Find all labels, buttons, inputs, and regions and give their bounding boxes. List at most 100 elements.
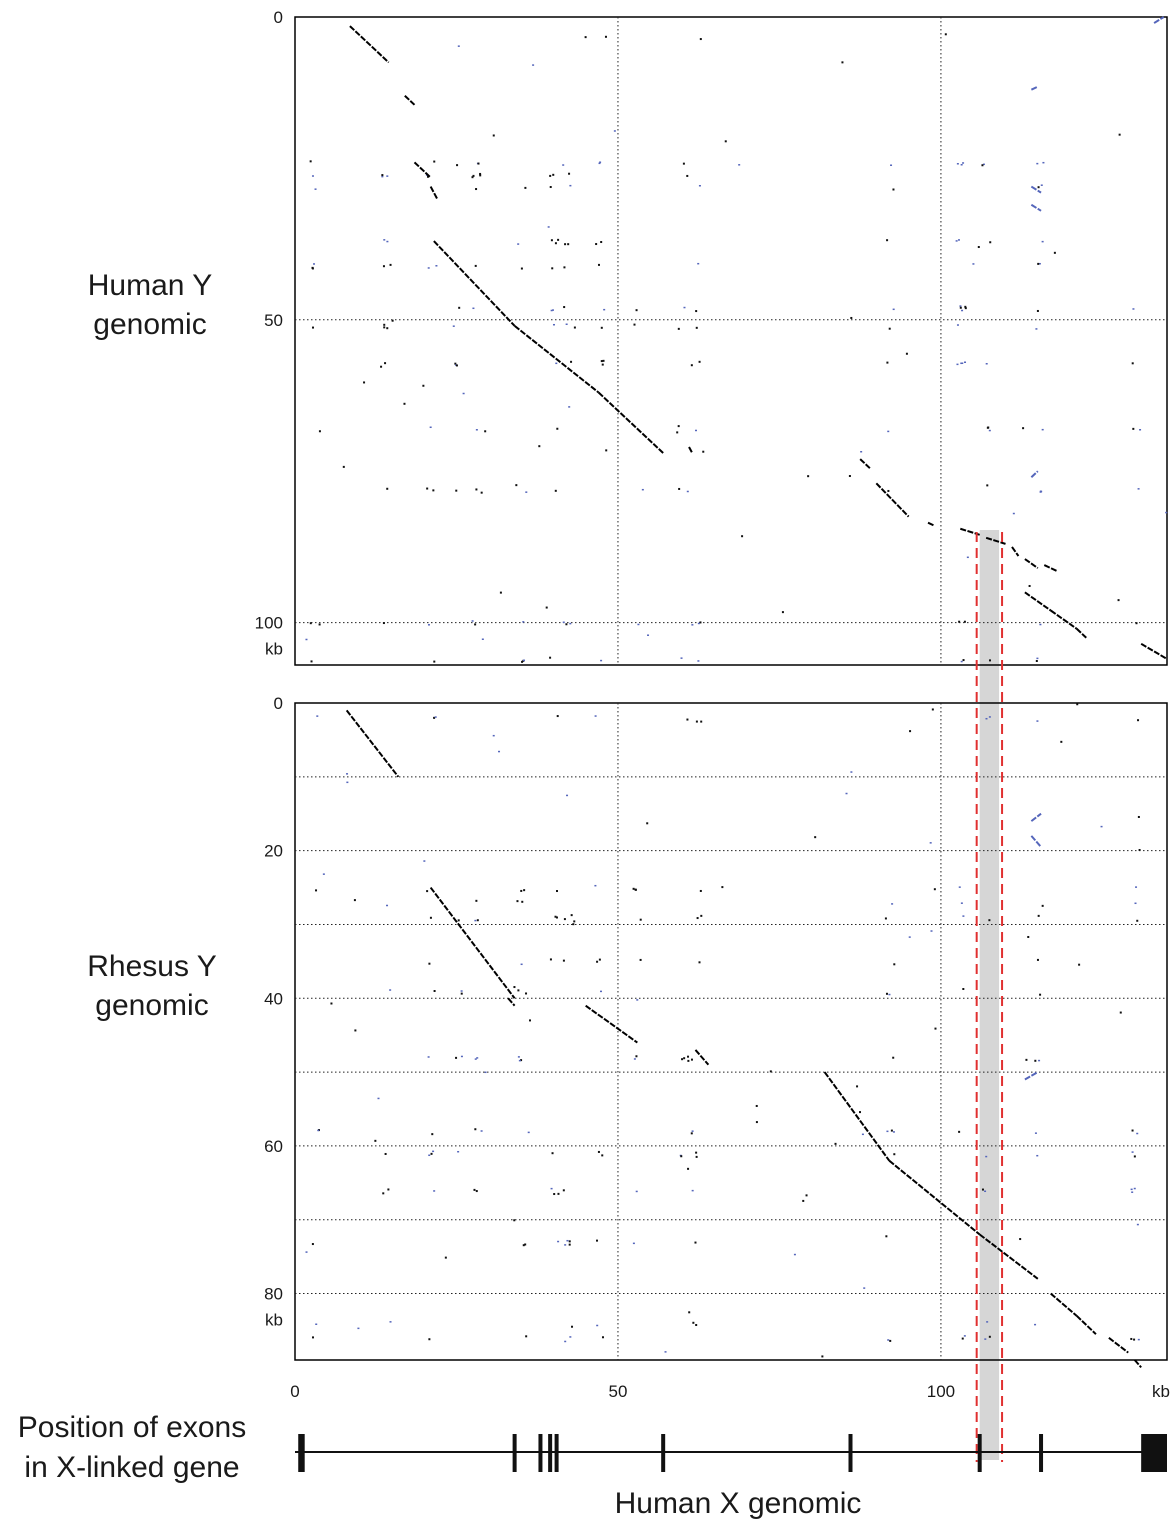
background-dot <box>982 163 985 166</box>
background-dot <box>891 903 894 905</box>
background-dot <box>426 487 429 490</box>
alignment-segment <box>1011 546 1020 557</box>
background-dot <box>1036 162 1039 165</box>
background-dot <box>386 904 389 907</box>
exon-mark <box>548 1434 553 1472</box>
background-dot <box>520 267 523 270</box>
background-dot <box>696 917 699 920</box>
background-dot <box>1131 1129 1134 1132</box>
background-dot <box>848 475 851 478</box>
inverted-repeat-segment <box>1153 16 1165 24</box>
background-dot <box>682 162 685 165</box>
background-dot <box>687 1055 690 1058</box>
background-dot <box>403 402 406 405</box>
background-dot <box>958 620 961 623</box>
background-dot <box>313 263 316 265</box>
background-dot <box>429 916 432 919</box>
background-dot <box>423 860 426 862</box>
background-dot <box>317 1129 320 1132</box>
background-dot <box>1028 584 1031 587</box>
background-dot <box>455 489 458 492</box>
background-dot <box>553 1193 556 1196</box>
background-dot <box>956 163 959 165</box>
background-dot <box>1039 623 1042 626</box>
background-dot <box>637 623 640 626</box>
background-dot <box>686 490 689 493</box>
background-dot <box>384 362 387 365</box>
background-dot <box>346 773 349 775</box>
exon-mark <box>848 1434 853 1472</box>
background-dot <box>1136 1223 1139 1226</box>
background-dot <box>568 172 571 175</box>
background-dot <box>381 175 384 178</box>
background-dot <box>1041 904 1044 907</box>
background-dot <box>481 638 484 640</box>
human-y-dotplot: 0 50 100 kb <box>255 8 1168 666</box>
background-dot <box>698 360 701 363</box>
background-dot <box>571 1325 574 1328</box>
background-dot <box>1130 1337 1133 1340</box>
background-dot <box>741 535 744 538</box>
background-dot <box>475 488 478 491</box>
background-dot <box>311 1336 314 1339</box>
background-dot <box>633 323 636 326</box>
background-dot <box>567 243 570 246</box>
background-dot <box>471 176 474 179</box>
exon-track-label-line1: Position of exons <box>18 1411 246 1444</box>
background-dot <box>989 241 992 244</box>
background-dot <box>518 1059 521 1062</box>
background-dot <box>433 716 436 719</box>
background-dot <box>474 1058 477 1060</box>
background-dot <box>692 1321 695 1324</box>
background-dot <box>434 716 437 718</box>
background-dot <box>554 489 557 492</box>
background-dot <box>515 484 518 487</box>
background-dot <box>1035 659 1038 662</box>
background-dot <box>1117 599 1120 602</box>
background-dot <box>1131 362 1134 365</box>
exon-mark <box>554 1434 559 1472</box>
background-dot <box>647 634 650 636</box>
background-dot <box>695 1155 698 1158</box>
background-dot <box>565 323 568 326</box>
background-dot <box>1135 622 1138 625</box>
background-dot <box>427 1056 430 1058</box>
background-dot <box>584 36 587 39</box>
background-dot <box>377 1097 380 1100</box>
background-dot <box>960 163 963 166</box>
background-dot <box>1133 1155 1136 1158</box>
background-dot <box>962 162 965 164</box>
background-dot <box>856 1085 859 1088</box>
background-dot <box>850 316 853 319</box>
background-dot <box>480 491 483 494</box>
background-dot <box>699 38 702 41</box>
background-dot <box>389 1321 392 1323</box>
background-dot <box>697 262 700 265</box>
x-tick-label: 0 <box>290 1382 299 1401</box>
background-dot <box>1012 512 1015 515</box>
background-dot <box>569 622 572 625</box>
y-tick-label: 50 <box>264 311 283 330</box>
background-dot <box>570 360 573 363</box>
background-dot <box>460 992 463 995</box>
background-dot <box>988 659 991 662</box>
exon-mark <box>1039 1434 1044 1472</box>
background-dot <box>354 1029 357 1032</box>
background-dot <box>691 624 694 626</box>
background-dot <box>444 1256 447 1259</box>
background-dot <box>1037 262 1040 265</box>
background-dot <box>601 363 604 366</box>
background-dot <box>886 1130 889 1133</box>
background-dot <box>960 902 963 904</box>
background-dot <box>1078 963 1081 966</box>
background-dot <box>905 352 908 355</box>
background-dot <box>677 327 680 330</box>
background-dot <box>522 621 525 623</box>
background-dot <box>433 660 436 663</box>
background-dot <box>604 35 607 38</box>
background-dot <box>568 406 571 408</box>
background-dot <box>479 174 482 177</box>
background-dot <box>551 1152 554 1155</box>
background-dot <box>1131 1191 1134 1193</box>
background-dot <box>428 1154 431 1157</box>
